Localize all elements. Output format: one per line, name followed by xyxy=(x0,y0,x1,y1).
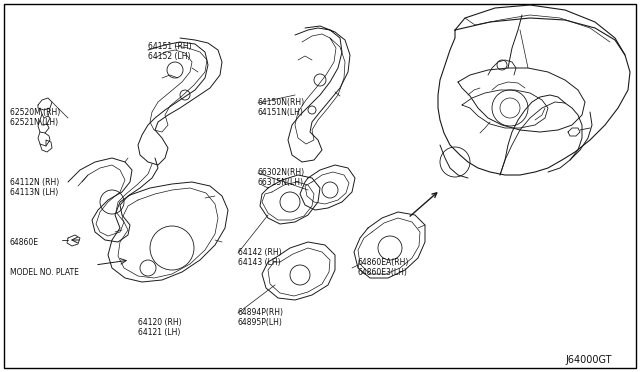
Text: 64112N (RH): 64112N (RH) xyxy=(10,178,60,187)
Text: 64150N(RH): 64150N(RH) xyxy=(258,98,305,107)
Text: 66302N(RH): 66302N(RH) xyxy=(258,168,305,177)
Text: 64895P(LH): 64895P(LH) xyxy=(238,318,283,327)
Text: 64120 (RH): 64120 (RH) xyxy=(138,318,182,327)
Text: 62520M (RH): 62520M (RH) xyxy=(10,108,60,117)
Text: 64151 (RH): 64151 (RH) xyxy=(148,42,191,51)
Text: 64152 (LH): 64152 (LH) xyxy=(148,52,191,61)
Text: 64143 (LH): 64143 (LH) xyxy=(238,258,280,267)
Text: 64860E: 64860E xyxy=(10,238,39,247)
Text: 64894P(RH): 64894P(RH) xyxy=(238,308,284,317)
Text: MODEL NO. PLATE: MODEL NO. PLATE xyxy=(10,268,79,277)
Text: 64142 (RH): 64142 (RH) xyxy=(238,248,282,257)
Text: 64113N (LH): 64113N (LH) xyxy=(10,188,58,197)
Text: 64151N(LH): 64151N(LH) xyxy=(258,108,304,117)
Text: 64860E3(LH): 64860E3(LH) xyxy=(358,268,408,277)
Text: 64121 (LH): 64121 (LH) xyxy=(138,328,180,337)
Text: J64000GT: J64000GT xyxy=(565,355,611,365)
Text: 66315N(LH): 66315N(LH) xyxy=(258,178,304,187)
Text: 62521N (LH): 62521N (LH) xyxy=(10,118,58,127)
Text: 64860EA(RH): 64860EA(RH) xyxy=(358,258,410,267)
